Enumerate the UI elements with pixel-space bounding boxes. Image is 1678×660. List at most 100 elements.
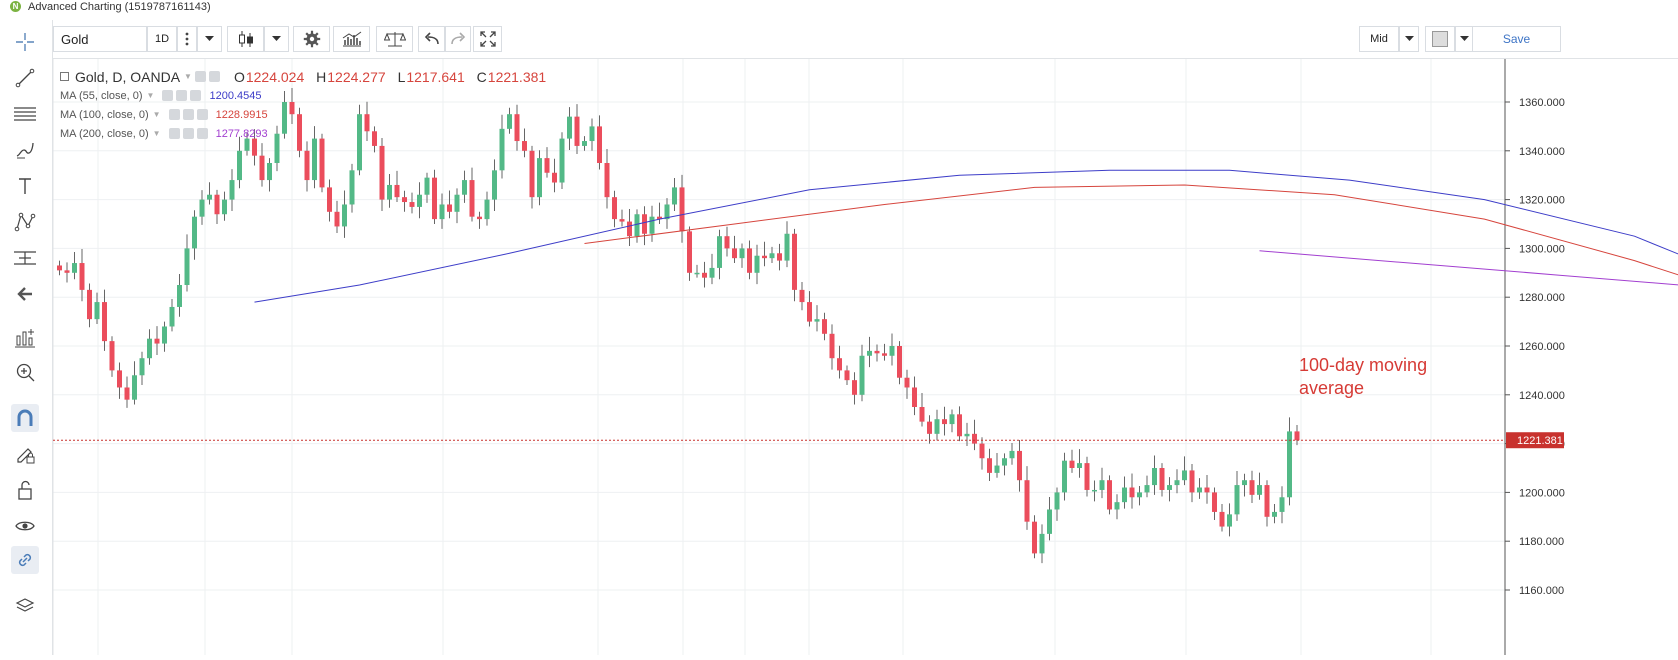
- candle-body: [965, 434, 970, 436]
- candle-body: [1265, 485, 1270, 517]
- chart-type-dropdown-button[interactable]: [264, 26, 289, 52]
- series-menu-chevron-icon[interactable]: ▼: [184, 72, 192, 81]
- study-settings-icon[interactable]: [183, 128, 194, 139]
- candle-body: [1220, 512, 1225, 527]
- candle-body: [897, 346, 902, 378]
- study-settings-icon[interactable]: [176, 90, 187, 101]
- price-chart[interactable]: 1160.0001180.0001200.0001220.0001240.000…: [53, 59, 1678, 655]
- pattern-icon[interactable]: [11, 208, 39, 236]
- candle-body: [117, 370, 122, 387]
- settings-button[interactable]: [293, 26, 330, 52]
- compare-button[interactable]: [376, 26, 413, 52]
- candle-body: [1077, 463, 1082, 468]
- study-visibility-icon[interactable]: [169, 128, 180, 139]
- redo-button[interactable]: [445, 26, 471, 52]
- measure-icon[interactable]: [11, 244, 39, 272]
- more-intervals-button[interactable]: [177, 26, 197, 52]
- y-axis-tick-label: 1300.000: [1519, 243, 1565, 255]
- fib-retracement-icon[interactable]: [11, 100, 39, 128]
- close-value: 1221.381: [488, 69, 546, 85]
- interval-button[interactable]: 1D: [147, 26, 177, 52]
- study-visibility-icon[interactable]: [169, 109, 180, 120]
- candle-body: [650, 217, 655, 234]
- candle-body: [927, 422, 932, 434]
- candle-body: [192, 217, 197, 249]
- candle-body: [1190, 470, 1195, 492]
- trend-line-icon[interactable]: [11, 64, 39, 92]
- candle-body: [72, 263, 77, 273]
- candle-body: [132, 375, 137, 399]
- layout-dropdown-button[interactable]: [1455, 26, 1473, 52]
- candle-body: [320, 139, 325, 188]
- candle-body: [455, 195, 460, 212]
- y-axis-tick-label: 1180.000: [1519, 536, 1564, 548]
- candle-body: [387, 185, 392, 200]
- text-icon[interactable]: [11, 172, 39, 200]
- candle-body: [1032, 522, 1037, 554]
- study-menu-chevron-icon[interactable]: ▼: [153, 110, 161, 119]
- study-label: MA (100, close, 0): [60, 109, 149, 121]
- candle-body: [402, 197, 407, 202]
- interval-dropdown-button[interactable]: [197, 26, 222, 52]
- study-visibility-icon[interactable]: [162, 90, 173, 101]
- magnet-icon[interactable]: [11, 404, 39, 432]
- indicators-button[interactable]: [333, 26, 370, 52]
- collapse-legend-icon[interactable]: [60, 72, 69, 81]
- candle-body: [1205, 488, 1210, 493]
- study-menu-chevron-icon[interactable]: ▼: [147, 91, 155, 100]
- crosshair-icon[interactable]: [11, 28, 39, 56]
- y-axis-tick-label: 1260.000: [1519, 341, 1565, 353]
- study-remove-icon[interactable]: [197, 109, 208, 120]
- candle-body: [1250, 480, 1255, 495]
- candle-body: [327, 187, 332, 211]
- main-series-row: Gold, D, OANDA ▼ O1224.024 H1224.277 L12…: [60, 67, 546, 86]
- series-settings-icon[interactable]: [209, 71, 220, 82]
- brush-icon[interactable]: [11, 136, 39, 164]
- candle-body: [942, 419, 947, 424]
- price-type-dropdown-button[interactable]: [1399, 26, 1419, 52]
- candle-body: [1062, 461, 1067, 493]
- back-arrow-icon[interactable]: [11, 280, 39, 308]
- candle-body: [620, 219, 625, 221]
- candle-body: [87, 290, 92, 319]
- candle-body: [672, 187, 677, 204]
- study-settings-icon[interactable]: [183, 109, 194, 120]
- chart-type-button[interactable]: [227, 26, 264, 52]
- candle-body: [305, 151, 310, 180]
- candle-body: [140, 358, 145, 375]
- study-remove-icon[interactable]: [190, 90, 201, 101]
- save-button[interactable]: Save: [1472, 26, 1561, 52]
- candle-body: [312, 139, 317, 180]
- y-axis-tick-label: 1160.000: [1519, 585, 1564, 597]
- candle-body: [552, 173, 557, 183]
- layers-icon[interactable]: [11, 590, 39, 618]
- candle-body: [215, 195, 220, 215]
- candle-body: [477, 217, 482, 219]
- window-title: Advanced Charting (1519787161143): [28, 0, 211, 14]
- layout-button[interactable]: [1425, 26, 1455, 52]
- fullscreen-button[interactable]: [473, 26, 502, 52]
- series-visibility-icon[interactable]: [195, 71, 206, 82]
- eye-icon[interactable]: [11, 512, 39, 540]
- chart-area[interactable]: 1160.0001180.0001200.0001220.0001240.000…: [53, 59, 1678, 655]
- candle-body: [680, 187, 685, 231]
- gear-icon: [303, 30, 321, 48]
- candle-body: [905, 378, 910, 388]
- lock-drawing-icon[interactable]: [11, 440, 39, 468]
- candle-body: [995, 466, 1000, 473]
- symbol-search-input[interactable]: Gold: [53, 26, 147, 52]
- zoom-in-icon[interactable]: [11, 358, 39, 386]
- candle-body: [800, 290, 805, 302]
- candle-body: [875, 351, 880, 353]
- chart-annotation[interactable]: 100-day moving average: [1299, 354, 1427, 400]
- unlock-icon[interactable]: [11, 476, 39, 504]
- candle-body: [950, 414, 955, 424]
- candle-body: [597, 126, 602, 163]
- candle-body: [417, 195, 422, 207]
- price-type-select[interactable]: Mid: [1359, 26, 1399, 52]
- undo-button[interactable]: [418, 26, 445, 52]
- indicators-icon[interactable]: [11, 324, 39, 352]
- study-remove-icon[interactable]: [197, 128, 208, 139]
- link-icon[interactable]: [11, 546, 39, 574]
- study-menu-chevron-icon[interactable]: ▼: [153, 129, 161, 138]
